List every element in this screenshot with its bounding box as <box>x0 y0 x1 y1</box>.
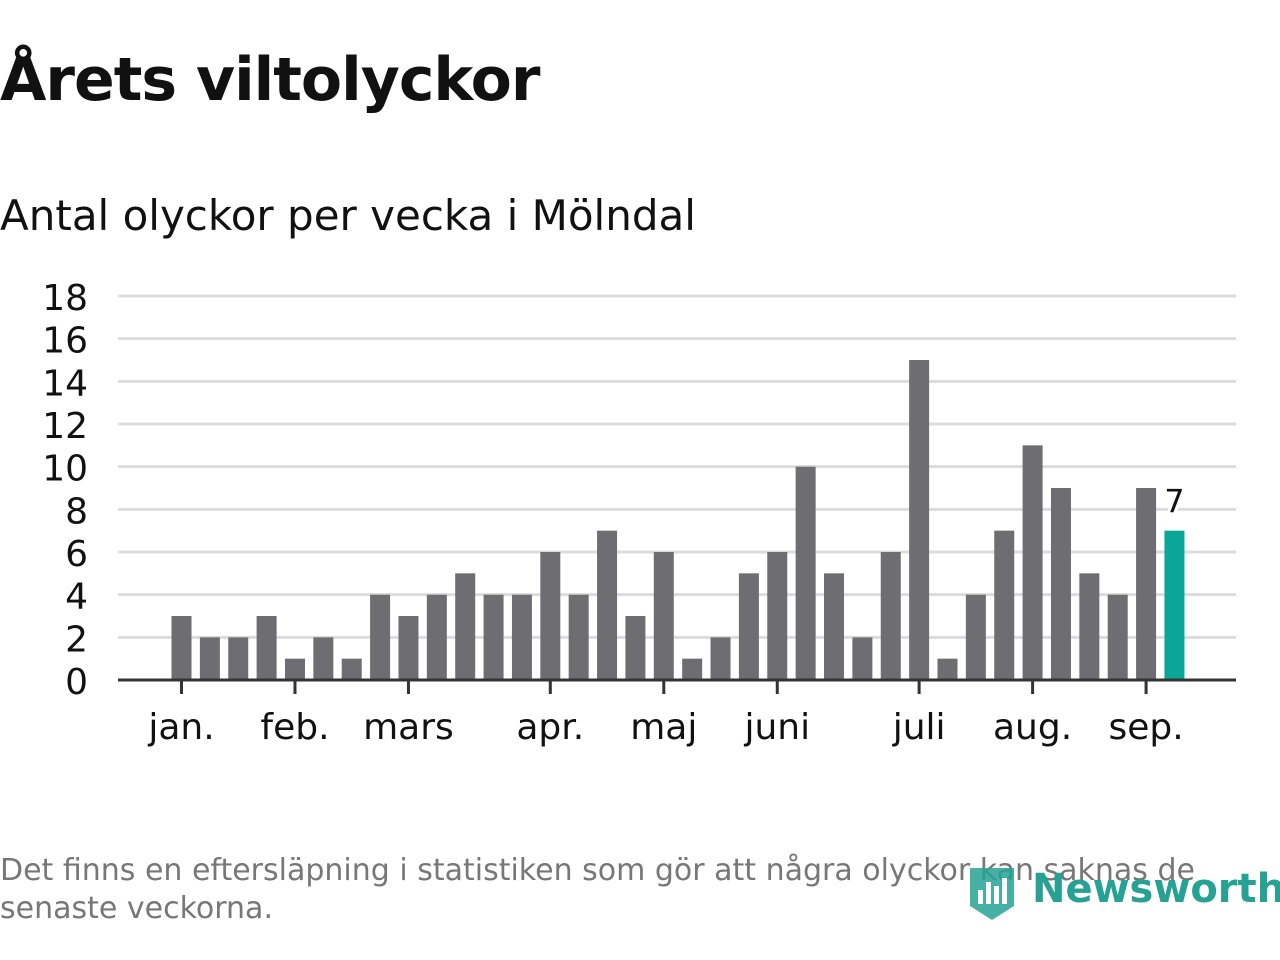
bar <box>426 594 447 680</box>
newsworthy-brand: Newsworthy <box>962 858 1280 928</box>
x-axis-ticks: jan. feb. mars apr. maj juni juli aug. sep. <box>147 680 1184 748</box>
bar <box>483 594 504 680</box>
bar <box>767 552 788 680</box>
bar <box>625 616 646 680</box>
bar-latest-week <box>1164 530 1185 680</box>
bar <box>341 658 362 680</box>
y-tick-label: 10 <box>42 449 88 490</box>
bar <box>880 552 901 680</box>
bar <box>909 360 930 680</box>
bar <box>653 552 674 680</box>
bar <box>256 616 277 680</box>
bar <box>937 658 958 680</box>
bar <box>1022 445 1043 680</box>
chart-title: Årets viltolyckor <box>0 45 540 115</box>
data-label-latest: 7 <box>1164 483 1184 521</box>
x-tick-label: sep. <box>1108 707 1183 748</box>
y-tick-label: 2 <box>65 619 88 660</box>
bar <box>994 530 1015 680</box>
bar <box>597 530 618 680</box>
bars <box>171 360 1185 680</box>
x-tick-label: mars <box>363 707 454 748</box>
x-tick-label: aug. <box>993 707 1072 748</box>
bar <box>795 466 816 680</box>
bar <box>540 552 561 680</box>
x-tick-label: feb. <box>260 707 329 748</box>
bar <box>824 573 845 680</box>
brand-name: Newsworthy <box>1032 866 1280 912</box>
x-tick-label: juli <box>892 707 946 748</box>
data-labels: 77 <box>1161 480 1187 524</box>
bar <box>199 637 220 680</box>
gridlines <box>118 294 1236 639</box>
bar <box>1107 594 1128 680</box>
y-tick-label: 6 <box>65 534 88 575</box>
y-tick-label: 8 <box>65 491 88 532</box>
y-tick-label: 4 <box>65 577 88 618</box>
bar <box>284 658 305 680</box>
bar <box>398 616 419 680</box>
bar <box>682 658 703 680</box>
bar <box>852 637 873 680</box>
bar <box>738 573 759 680</box>
data-label-halo: 7 <box>1164 483 1184 521</box>
y-tick-label: 14 <box>42 363 88 404</box>
x-tick-label: apr. <box>516 707 584 748</box>
chart-subtitle: Antal olyckor per vecka i Mölndal <box>0 191 696 240</box>
bar <box>370 594 391 680</box>
y-tick-label: 12 <box>42 406 88 447</box>
bar <box>1136 488 1157 680</box>
bar <box>455 573 476 680</box>
bar <box>171 616 192 680</box>
x-tick-label: juni <box>743 707 810 748</box>
bar <box>1050 488 1071 680</box>
bar <box>1079 573 1100 680</box>
y-tick-label: 18 <box>42 278 88 319</box>
x-tick-label: jan. <box>147 707 214 748</box>
x-tick-label: maj <box>630 707 697 748</box>
y-tick-label: 0 <box>65 662 88 703</box>
bar <box>568 594 589 680</box>
newsworthy-logo-icon <box>970 868 1014 920</box>
bar <box>710 637 731 680</box>
bar <box>313 637 334 680</box>
bar <box>228 637 249 680</box>
bar <box>511 594 532 680</box>
bar <box>965 594 986 680</box>
y-tick-label: 16 <box>42 321 88 362</box>
